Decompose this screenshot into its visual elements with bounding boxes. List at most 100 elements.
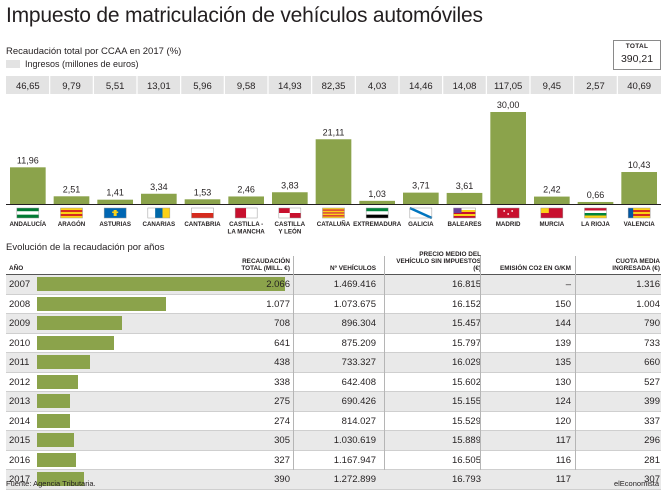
revenue-bar: [37, 355, 90, 369]
cantabria-flag-icon: [191, 207, 214, 219]
extremadura-flag-icon: [365, 207, 389, 219]
bar: [403, 192, 439, 204]
category-label: CASTILLA -: [229, 221, 263, 228]
quota-cell: 281: [644, 454, 660, 466]
income-value: 14,93: [278, 81, 302, 92]
revenue-cell: 1.077: [266, 298, 290, 310]
category-label: ASTURIAS: [99, 221, 131, 228]
year-cell: 2008: [9, 298, 31, 310]
aragon-flag-icon: [60, 207, 83, 219]
table-row: 2015 305 1.030.619 15.889 117 296: [6, 431, 661, 451]
section-title: Evolución de la recaudación por años: [6, 242, 165, 253]
year-cell: 2011: [9, 357, 30, 368]
vehicles-cell: 896.304: [341, 318, 376, 329]
bar-label: 2,42: [543, 185, 561, 195]
bar: [228, 196, 264, 204]
income-value: 13,01: [147, 81, 171, 92]
bar: [446, 192, 483, 204]
category-label: VALENCIA: [624, 221, 656, 228]
income-value: 5,96: [193, 81, 212, 92]
revenue-bar: [37, 277, 285, 291]
table-row: 2017 390 1.272.899 16.793 117 307: [6, 470, 661, 490]
andalucia-flag-icon: [16, 207, 40, 219]
price-cell: 15.457: [451, 318, 481, 329]
madrid-flag-icon: [496, 207, 520, 219]
revenue-bar: [37, 472, 84, 486]
vehicles-cell: 733.327: [341, 357, 376, 368]
price-cell: 15.155: [451, 396, 481, 407]
co2-cell: 124: [555, 396, 571, 407]
vehicles-cell: 1.272.899: [333, 474, 376, 485]
income-value: 14,46: [409, 81, 433, 92]
category-label: ANDALUCÍA: [9, 220, 46, 228]
bar-label: 10,43: [628, 160, 651, 170]
total-box: TOTAL 390,21: [613, 40, 661, 70]
category-label: LA MANCHA: [228, 229, 266, 236]
legend-swatch: [6, 60, 20, 68]
income-value: 117,05: [494, 81, 522, 92]
quota-cell: 527: [644, 376, 660, 388]
chart-subtitle: Recaudación total por CCAA en 2017 (%): [6, 46, 182, 57]
brand-logo: elEconomista: [613, 479, 659, 488]
income-value: 9,58: [237, 81, 256, 92]
year-cell: 2007: [9, 279, 31, 290]
co2-cell: 135: [555, 357, 571, 368]
quota-cell: 337: [644, 415, 660, 427]
vehicles-cell: 642.408: [341, 376, 376, 388]
category-label: CANTABRIA: [184, 221, 221, 228]
category-label: ARAGÓN: [58, 220, 86, 228]
price-cell: 16.793: [451, 474, 481, 485]
legend-label: Ingresos (millones de euros): [25, 59, 139, 69]
castilla-y-leon-flag-icon: [278, 207, 302, 219]
bar-label: 0,66: [587, 190, 605, 200]
col-revenue-header: RECAUDACIÓN TOTAL (MILL. €): [241, 258, 290, 272]
vehicles-cell: 814.027: [341, 415, 376, 427]
category-label: LA RIOJA: [581, 221, 610, 228]
income-value: 40,69: [627, 81, 651, 92]
co2-cell: 117: [555, 474, 571, 485]
table-row: 2014 274 814.027 15.529 120 337: [6, 412, 661, 431]
bar-label: 30,00: [497, 100, 520, 110]
price-cell: 15.797: [451, 337, 481, 349]
evolution-table: AÑO RECAUDACIÓN TOTAL (MILL. €) Nº VEHÍC…: [6, 251, 661, 490]
quota-cell: 296: [644, 435, 660, 446]
revenue-cell: 2.066: [266, 279, 290, 290]
bar: [621, 172, 657, 204]
la-rioja-flag-icon: [584, 207, 607, 219]
galicia-flag-icon: [409, 206, 433, 220]
total-label: TOTAL: [625, 43, 649, 50]
baleares-flag-icon: [453, 207, 476, 219]
bar-label: 1,53: [194, 187, 212, 197]
bar: [359, 200, 395, 204]
year-cell: 2017: [9, 474, 31, 485]
income-value: 9,45: [543, 81, 562, 92]
revenue-cell: 327: [274, 454, 290, 466]
column-divider: [384, 256, 385, 470]
bar-label: 11,96: [17, 155, 39, 165]
vehicles-cell: 690.426: [341, 396, 376, 407]
category-label: MADRID: [496, 221, 521, 228]
source-note: Fuente: Agencia Tributaria.: [6, 479, 96, 488]
revenue-bar: [37, 413, 70, 428]
col-quota-header: CUOTA MEDIA INGRESADA (€): [612, 258, 660, 272]
bar: [141, 193, 177, 204]
category-label: CASTILLA: [275, 221, 306, 228]
year-cell: 2009: [9, 318, 31, 329]
column-divider: [293, 256, 294, 470]
revenue-bar: [37, 316, 122, 330]
co2-cell: 150: [555, 298, 571, 310]
quota-cell: 1.316: [636, 279, 660, 290]
total-value: 390,21: [620, 53, 654, 65]
table-row: 2008 1.077 1.073.675 16.152 150 1.004: [6, 295, 661, 314]
category-label: MURCIA: [539, 221, 564, 228]
revenue-cell: 708: [274, 318, 290, 329]
bar-label: 3,83: [281, 180, 299, 190]
income-value: 82,35: [322, 81, 346, 92]
quota-cell: 1.004: [636, 298, 660, 310]
revenue-cell: 641: [274, 337, 290, 349]
table-body: 2007 2.066 1.469.416 16.815 – 1.316 2008 1.077 1…: [6, 275, 661, 490]
year-cell: 2010: [9, 337, 31, 349]
price-cell: 15.889: [451, 435, 481, 446]
column-divider: [575, 256, 576, 470]
bar: [184, 199, 221, 204]
